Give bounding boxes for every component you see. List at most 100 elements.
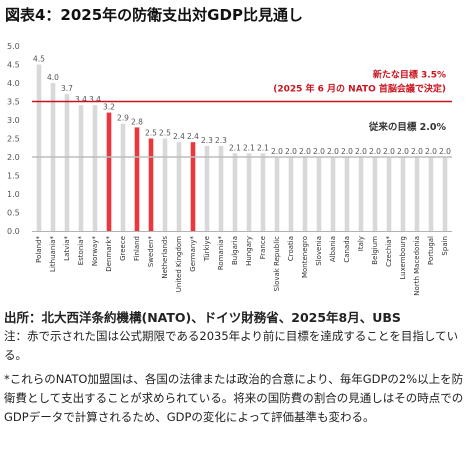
category-label: Montenegro: [301, 236, 309, 278]
y-tick-label: 2.0: [7, 153, 20, 162]
bar-value-label: 3.4: [89, 95, 101, 104]
category-label: North Macedonia: [413, 236, 421, 296]
category-label: Canada: [343, 236, 351, 263]
y-tick-label: 0.5: [7, 209, 20, 218]
source-text: 出所：北大西洋条約機構(NATO)、ドイツ財務省、2025年8月、UBS: [4, 310, 401, 325]
bar: [36, 64, 42, 231]
bar: [414, 157, 420, 231]
y-tick-label: 4.0: [7, 79, 20, 88]
bar-value-label: 2.9: [117, 114, 129, 123]
bar: [274, 157, 280, 231]
category-label: Norway*: [91, 236, 99, 267]
bars: 4.54.03.73.4 3.43.22.9 2.82.5 2.5 2.4 2.4 2.3 2…: [33, 55, 451, 231]
y-tick-label: 0.0: [7, 227, 20, 236]
bar-value-label: 2.0: [369, 147, 381, 156]
category-label: Türkiye: [203, 236, 211, 262]
category-label: Hungary: [245, 236, 253, 266]
category-label: Denmark*: [105, 236, 113, 272]
bar: [302, 157, 308, 231]
y-tick-label: 3.5: [7, 98, 20, 107]
bar-value-label: 2.0: [355, 147, 367, 156]
category-label: Spain: [441, 236, 449, 256]
bar: [372, 157, 378, 231]
note-text: 注：赤で示された国は公式期限である2035年より前に目標を達成することを目指して…: [4, 329, 459, 362]
reference-line-label: (2025 年 6 月の NATO 首脳会議で決定): [273, 83, 446, 95]
bar-value-label: 2.8: [131, 117, 143, 126]
bar: [92, 105, 98, 231]
bar: [344, 157, 350, 231]
category-label: Bulgaria: [231, 236, 239, 265]
bar: [316, 157, 322, 231]
bar: [106, 112, 112, 231]
bar-value-label: 2.0: [299, 147, 311, 156]
bar-value-label: 2.0: [439, 147, 451, 156]
y-tick-label: 5.0: [7, 42, 20, 51]
bar: [176, 142, 182, 231]
category-label: Latvia*: [63, 236, 71, 261]
category-label: Luxembourg: [399, 236, 407, 280]
bar: [218, 145, 224, 231]
bar-value-label: 4.5: [33, 55, 45, 64]
bar-value-label: 2.3: [215, 136, 227, 145]
bar: [134, 127, 140, 231]
bar-value-label: 2.5: [159, 129, 171, 138]
bar-value-label: 2.4: [187, 132, 199, 141]
bar-value-label: 3.4: [75, 95, 87, 104]
bar-value-label: 2.0: [397, 147, 409, 156]
category-label: United Kingdom: [175, 236, 183, 292]
bar-value-label: 2.0: [327, 147, 339, 156]
category-label: Poland*: [35, 236, 43, 263]
category-label: Albania: [329, 236, 337, 262]
bar-value-label: 2.5: [145, 129, 157, 138]
category-label: Romania*: [217, 236, 225, 271]
bar: [78, 105, 84, 231]
bar: [232, 153, 238, 231]
y-tick-label: 1.0: [7, 190, 20, 199]
category-label: Greece: [119, 236, 127, 261]
category-label: Germany*: [189, 236, 197, 272]
y-tick-label: 2.5: [7, 135, 20, 144]
reference-line-label: 従来の目標 2.0%: [368, 121, 447, 133]
bar-value-label: 2.1: [229, 143, 241, 152]
category-label: Czechia*: [385, 236, 393, 267]
bar: [204, 145, 210, 231]
y-tick-label: 1.5: [7, 172, 20, 181]
bar: [190, 142, 196, 231]
bar: [428, 157, 434, 231]
bar: [400, 157, 406, 231]
bar-value-label: 3.2: [103, 103, 115, 112]
y-tick-label: 4.5: [7, 61, 20, 70]
reference-lines: 新たな目標 3.5% (2025 年 6 月の NATO 首脳会議で決定) 従来の目…: [32, 69, 452, 158]
bar-value-label: 2.0: [425, 147, 437, 156]
bar: [442, 157, 448, 231]
bar: [162, 138, 168, 231]
bar: [246, 153, 252, 231]
category-label: Estonia*: [77, 236, 85, 266]
category-label: Lithuania*: [49, 236, 57, 272]
bar-value-label: 2.0: [341, 147, 353, 156]
x-axis-labels: Poland* Lithuania* Latvia* Estonia* Norway* D…: [35, 236, 449, 296]
category-label: Italy: [357, 236, 365, 251]
bar-value-label: 2.4: [173, 132, 185, 141]
bar-value-label: 2.0: [285, 147, 297, 156]
bar-value-label: 2.0: [383, 147, 395, 156]
footnote-text: *これらのNATO加盟国は、各国の法律または政治的合意により、毎年GDPの2%以…: [4, 372, 464, 424]
bar-value-label: 2.3: [201, 136, 213, 145]
y-tick-label: 3.0: [7, 116, 20, 125]
category-label: Netherlands: [161, 236, 169, 279]
category-label: Croatia: [287, 236, 295, 261]
reference-line-label: 新たな目標 3.5%: [373, 69, 446, 81]
bar: [358, 157, 364, 231]
bar: [260, 153, 266, 231]
bar-value-label: 2.0: [313, 147, 325, 156]
bar-value-label: 3.7: [61, 84, 73, 93]
category-label: Slovenia: [315, 236, 323, 266]
bar-value-label: 2.1: [243, 143, 255, 152]
bar: [148, 138, 154, 231]
bar: [330, 157, 336, 231]
category-label: Portugal: [427, 236, 435, 265]
category-label: Slovak Republic: [273, 236, 281, 291]
bar-value-label: 2.1: [257, 143, 269, 152]
bar-value-label: 2.0: [271, 147, 283, 156]
bar-value-label: 2.0: [411, 147, 423, 156]
